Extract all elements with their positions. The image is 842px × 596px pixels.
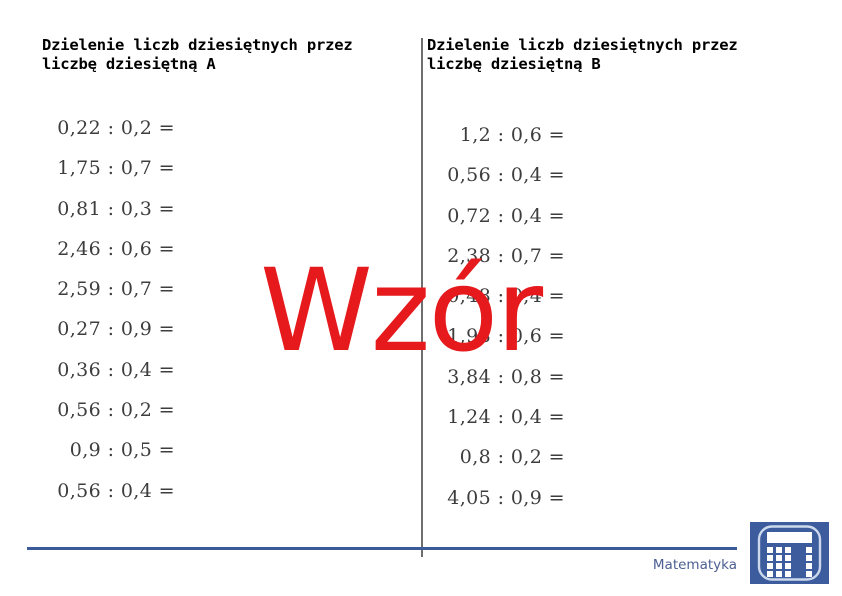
equation: 2,38 : 0,7 = <box>447 244 565 267</box>
equation: 0,27 : 0,9 = <box>57 318 175 341</box>
sample-watermark: Wzór <box>260 244 543 377</box>
calculator-icon <box>750 522 829 584</box>
equation: 0,48 : 0,4 = <box>447 285 565 308</box>
equation: 1,24 : 0,4 = <box>447 406 565 429</box>
worksheet-title-b: Dzielenie liczb dziesiętnych przez liczb… <box>427 36 738 73</box>
equation: 0,56 : 0,2 = <box>57 399 175 422</box>
equation: 0,36 : 0,4 = <box>57 358 175 381</box>
worksheet-title-a: Dzielenie liczb dziesiętnych przez liczb… <box>42 36 353 73</box>
column-divider-line <box>421 38 423 557</box>
equation: 3,84 : 0,8 = <box>447 365 565 388</box>
equation: 4,05 : 0,9 = <box>447 486 565 509</box>
equation: 0,81 : 0,3 = <box>57 197 175 220</box>
equation: 1,75 : 0,7 = <box>57 157 175 180</box>
footer-rule-line <box>27 547 737 550</box>
equation: 2,59 : 0,7 = <box>57 278 175 301</box>
equation: 1,98 : 0,6 = <box>447 325 565 348</box>
equation: 0,9 : 0,5 = <box>69 439 175 462</box>
equation: 0,22 : 0,2 = <box>57 117 175 139</box>
equation-list-b: 1,2 : 0,6 = 0,56 : 0,4 = 0,72 : 0,4 = 2,… <box>425 115 565 518</box>
equation: 0,8 : 0,2 = <box>459 446 565 469</box>
equation: 0,56 : 0,4 = <box>57 479 175 502</box>
equation: 0,56 : 0,4 = <box>447 164 565 187</box>
brand-label: Matematyka <box>652 557 737 573</box>
equation-list-a: 0,22 : 0,2 = 1,75 : 0,7 = 0,81 : 0,3 = 2… <box>35 108 175 511</box>
equation: 0,72 : 0,4 = <box>447 204 565 227</box>
equation: 1,2 : 0,6 = <box>459 124 565 146</box>
equation: 2,46 : 0,6 = <box>57 237 175 260</box>
